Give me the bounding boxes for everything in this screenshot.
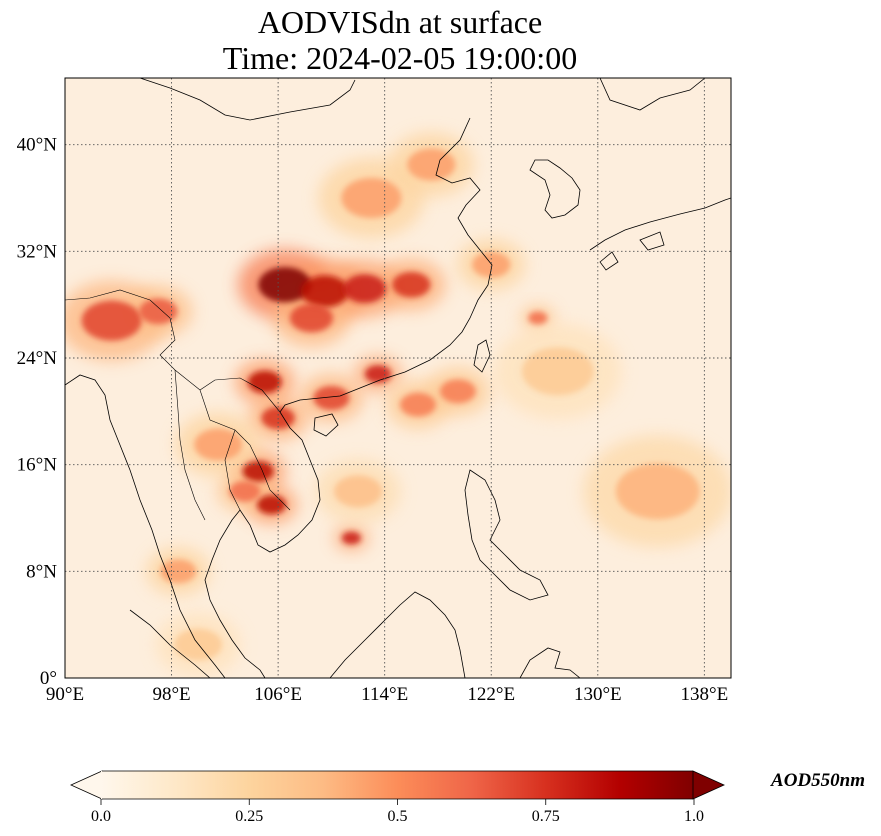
colorbar-tick-label: 1.0 — [684, 808, 704, 825]
aod-hotspot-22 — [194, 428, 243, 461]
aod-hotspot-19 — [407, 148, 456, 181]
colorbar-tick-label: 0.25 — [235, 808, 263, 825]
aod-hotspot-11 — [229, 480, 261, 502]
aod-hotspot-10 — [257, 495, 286, 515]
aod-hotspot-3 — [392, 271, 431, 298]
philippines-coastline — [464, 469, 549, 601]
aod-hotspot-4 — [289, 303, 333, 333]
lon-tick-label: 122°E — [467, 684, 515, 705]
malay-peninsula-coastline — [129, 609, 211, 678]
colorbar-extend-min — [70, 770, 103, 800]
colorbar-tick-label: 0.0 — [91, 808, 111, 825]
bay-of-bengal-coastline — [65, 374, 226, 678]
gridlines-layer — [65, 78, 731, 678]
map-panel: 90°E 98°E 106°E 114°E 122°E 130°E 138°E 0° 8°N 16… — [17, 77, 732, 705]
colorbar-gradient — [101, 771, 694, 799]
korea-coastline — [529, 159, 581, 219]
aod-hotspot-15 — [399, 392, 436, 417]
lon-tick-label: 130°E — [574, 684, 622, 705]
map-title: AODVISdn at surface — [257, 4, 543, 40]
indochina-coastline — [204, 411, 321, 678]
lat-tick-label: 24°N — [17, 348, 58, 369]
aod-hotspot-0 — [258, 267, 312, 303]
aod-hotspot-13 — [139, 298, 178, 325]
aod-hotspot-5 — [248, 370, 282, 394]
lat-tick-label: 40°N — [17, 135, 58, 156]
northeast-border — [599, 78, 706, 111]
lon-tick-label: 114°E — [361, 684, 408, 705]
aod-hotspot-7 — [313, 386, 350, 410]
aod-hotspot-1 — [300, 275, 349, 308]
lat-tick-label: 0° — [40, 668, 57, 689]
aod-hotspot-2 — [343, 274, 387, 304]
aod-hotspot-14 — [341, 531, 361, 545]
aod-hotspot-8 — [364, 365, 392, 383]
taiwan-coastline — [473, 339, 491, 373]
aod-hotspot-16 — [439, 379, 476, 404]
map-subtitle-time: Time: 2024-02-05 19:00:00 — [222, 40, 578, 76]
colorbar-tick-label: 0.75 — [532, 808, 560, 825]
aod-field-layer — [65, 132, 731, 677]
lon-tick-label: 138°E — [681, 684, 729, 705]
colorbar-ticks: 0.0 0.25 0.5 0.75 1.0 — [91, 799, 704, 825]
northern-border — [139, 78, 356, 121]
china-coastline — [279, 117, 493, 413]
aod-hotspot-26 — [521, 347, 594, 396]
aod-hotspot-25 — [174, 628, 223, 661]
inner-borders — [65, 289, 291, 521]
lat-tick-label: 32°N — [17, 241, 58, 262]
colorbar-tick-label: 0.5 — [388, 808, 408, 825]
hainan-coastline — [313, 413, 339, 437]
lat-tick-label: 16°N — [17, 455, 58, 476]
aod-hotspot-17 — [528, 311, 548, 325]
aod-hotspot-20 — [615, 463, 700, 520]
axis-ticks: 90°E 98°E 106°E 114°E 122°E 130°E 138°E 0° 8°N 16… — [17, 135, 729, 705]
borneo-coastline — [329, 591, 466, 678]
aod-hotspot-23 — [334, 475, 383, 508]
sulawesi-coastline — [519, 647, 581, 678]
aod-hotspot-18 — [341, 178, 402, 218]
colorbar-label: AOD550nm — [770, 770, 865, 791]
lon-tick-label: 90°E — [46, 684, 84, 705]
japan-coastline — [589, 197, 731, 271]
aod-hotspot-9 — [242, 460, 274, 482]
lon-tick-label: 98°E — [152, 684, 190, 705]
lon-tick-label: 106°E — [254, 684, 302, 705]
coastlines-layer — [65, 78, 731, 678]
lat-tick-label: 8°N — [26, 561, 57, 582]
colorbar: 0.0 0.25 0.5 0.75 1.0 AOD550nm — [70, 770, 865, 825]
map-frame — [64, 77, 732, 679]
colorbar-extend-max — [692, 770, 725, 800]
aod-hotspot-12 — [81, 300, 142, 341]
